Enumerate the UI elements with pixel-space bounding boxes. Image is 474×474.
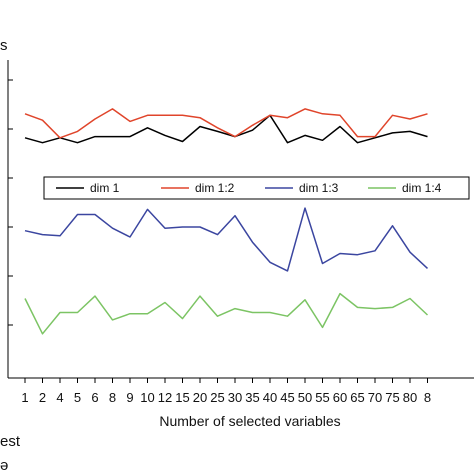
edge-text-bottom-left-1: est — [0, 433, 21, 450]
x-tick-label: 60 — [333, 390, 347, 405]
x-tick-label: 40 — [263, 390, 277, 405]
legend: dim 1 dim 1:2 dim 1:3 dim 1:4 — [43, 176, 470, 200]
legend-box — [43, 176, 470, 200]
x-tick-label: 30 — [228, 390, 242, 405]
x-tick-label: 25 — [210, 390, 224, 405]
legend-label: dim 1:2 — [195, 181, 235, 195]
x-tick-label: 8 — [109, 390, 116, 405]
series-lines — [24, 108, 429, 335]
axes — [7, 60, 474, 383]
legend-label: dim 1:3 — [299, 181, 339, 195]
x-tick-label: 8 — [424, 390, 431, 405]
x-tick-label: 12 — [158, 390, 172, 405]
x-tick-label: 15 — [175, 390, 189, 405]
x-tick-label: 2 — [39, 390, 46, 405]
x-tick-label: 6 — [91, 390, 98, 405]
x-tick-label: 50 — [298, 390, 312, 405]
x-tick-labels: 1 2 4 5 6 8 9 10 12 15 20 25 30 35 40 45 50 55 60 65 70 75 80 8 — [21, 390, 431, 405]
x-tick-label: 4 — [56, 390, 63, 405]
x-tick-label: 9 — [126, 390, 133, 405]
series-line-1 — [24, 114, 428, 144]
x-tick-label: 10 — [140, 390, 154, 405]
x-tick-label: 80 — [403, 390, 417, 405]
x-tick-label: 20 — [193, 390, 207, 405]
series-line-2 — [24, 108, 428, 139]
x-tick-label: 75 — [385, 390, 399, 405]
edge-text-top-left: s — [0, 37, 8, 54]
x-axis-title: Number of selected variables — [159, 413, 340, 429]
x-tick-label: 35 — [245, 390, 259, 405]
x-tick-label: 1 — [21, 390, 28, 405]
x-tick-label: 45 — [280, 390, 294, 405]
x-tick-label: 70 — [368, 390, 382, 405]
x-tick-label: 65 — [350, 390, 364, 405]
x-tick-label: 55 — [315, 390, 329, 405]
x-tick-label: 5 — [74, 390, 81, 405]
series-line-4 — [24, 292, 429, 335]
series-line-3 — [24, 207, 429, 272]
legend-label: dim 1 — [90, 181, 120, 195]
edge-text-bottom-left-2: ə — [0, 457, 8, 474]
legend-label: dim 1:4 — [402, 181, 442, 195]
